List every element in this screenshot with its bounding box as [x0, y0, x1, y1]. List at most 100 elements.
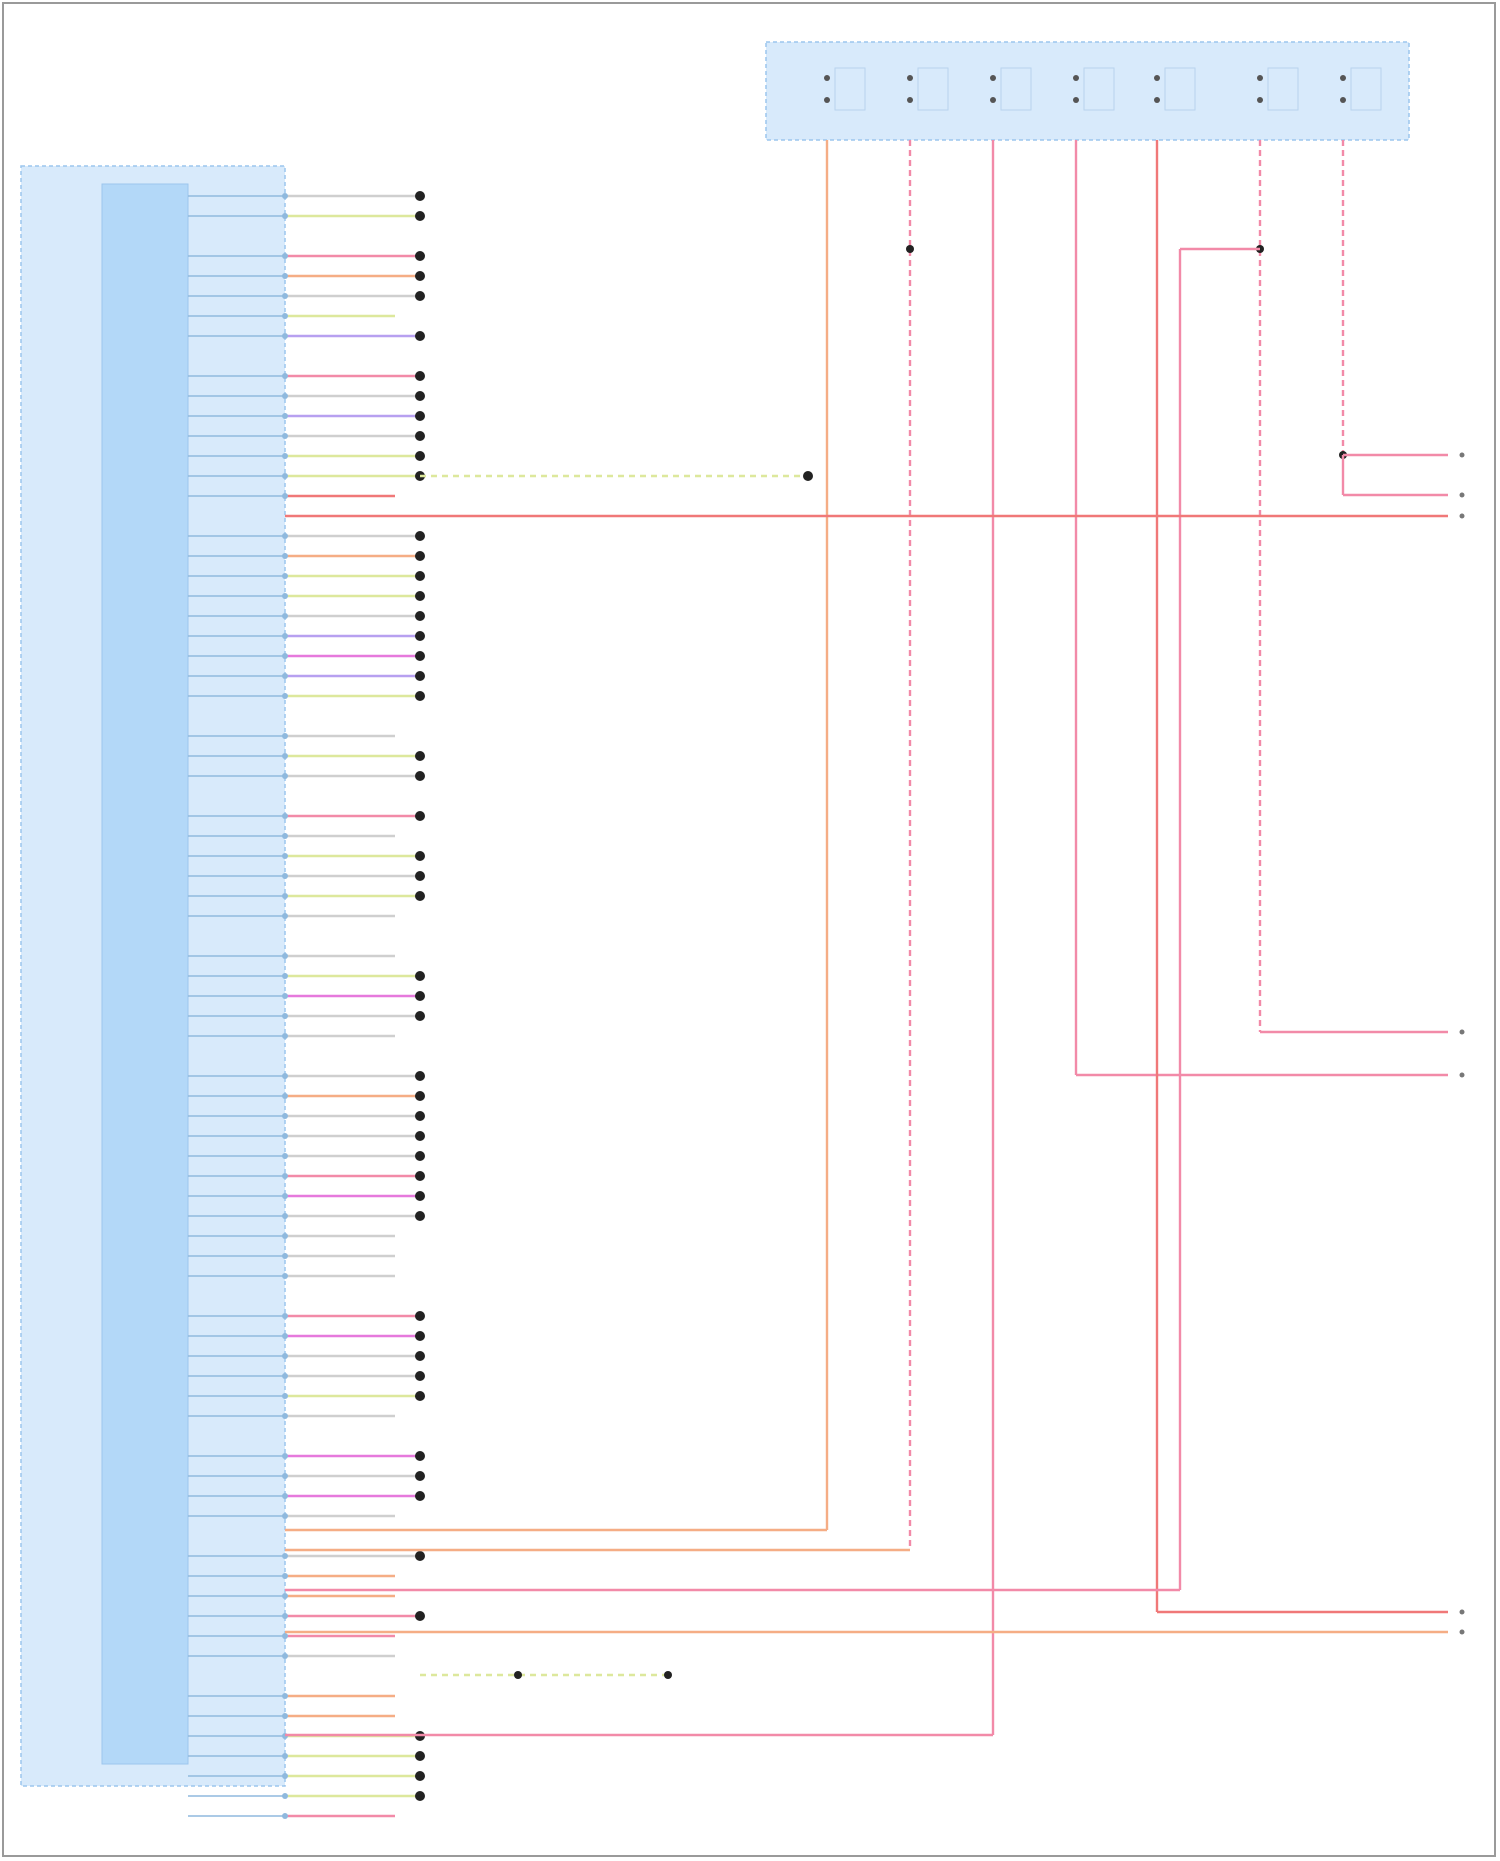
pin-terminal — [282, 1273, 288, 1279]
pin-terminal — [282, 1193, 288, 1199]
connector-dot — [415, 1791, 425, 1801]
fuse-label-box — [917, 67, 949, 111]
pin-terminal — [282, 1593, 288, 1599]
pin-terminal — [282, 1333, 288, 1339]
pin-terminal — [282, 873, 288, 879]
connector-dot — [415, 191, 425, 201]
pin-terminal — [282, 1153, 288, 1159]
pin-terminal — [282, 1473, 288, 1479]
pin-terminal — [282, 573, 288, 579]
connector-dot — [415, 591, 425, 601]
connector-dot — [415, 1191, 425, 1201]
connector-dot — [415, 871, 425, 881]
pin-terminal — [282, 673, 288, 679]
pin-terminal — [282, 553, 288, 559]
fuse-terminal — [1073, 75, 1079, 81]
pin-terminal — [282, 633, 288, 639]
connector-dot — [415, 1351, 425, 1361]
pin-terminal — [282, 1793, 288, 1799]
pin-terminal — [282, 953, 288, 959]
pin-terminal — [282, 973, 288, 979]
connector-dot — [415, 671, 425, 681]
connector-dot — [415, 291, 425, 301]
splice-dot — [514, 1671, 522, 1679]
right-terminal — [1459, 513, 1465, 519]
fuse-terminal — [1340, 97, 1346, 103]
connector-dot — [415, 531, 425, 541]
fuse-terminal — [1340, 75, 1346, 81]
fuse-terminal — [990, 97, 996, 103]
fuse-terminal — [1154, 97, 1160, 103]
pin-terminal — [282, 693, 288, 699]
connector-dot — [415, 551, 425, 561]
pin-terminal — [282, 1133, 288, 1139]
pin-terminal — [282, 413, 288, 419]
connector-dot — [415, 1451, 425, 1461]
pin-terminal — [282, 373, 288, 379]
pin-terminal — [282, 733, 288, 739]
pin-terminal — [282, 393, 288, 399]
pin-terminal — [282, 1173, 288, 1179]
connector-dot — [415, 1131, 425, 1141]
connector-dot — [415, 451, 425, 461]
fuse-label-box — [834, 67, 866, 111]
connector-dot — [415, 371, 425, 381]
pin-terminal — [282, 993, 288, 999]
connector-dot — [415, 971, 425, 981]
connector-dot — [415, 1471, 425, 1481]
pin-terminal — [282, 433, 288, 439]
pin-terminal — [282, 913, 288, 919]
fuse-label-box — [1267, 67, 1299, 111]
connector-dot — [415, 1551, 425, 1561]
pin-terminal — [282, 773, 288, 779]
right-terminal — [1459, 1072, 1465, 1078]
pin-terminal — [282, 1633, 288, 1639]
pin-terminal — [282, 1773, 288, 1779]
fuse-label-box — [1350, 67, 1382, 111]
connector-dot — [415, 1611, 425, 1621]
connector-dot — [415, 891, 425, 901]
pin-terminal — [282, 1233, 288, 1239]
connector-dot — [415, 1371, 425, 1381]
splice-dot — [906, 245, 914, 253]
fuse-terminal — [1257, 75, 1263, 81]
connector-dot — [415, 431, 425, 441]
right-terminal — [1459, 1029, 1465, 1035]
connector-dot — [415, 1751, 425, 1761]
fuse-terminal — [824, 75, 830, 81]
connector-dot — [415, 751, 425, 761]
pin-terminal — [282, 1453, 288, 1459]
connector-dot — [415, 611, 425, 621]
fuse-terminal — [1073, 97, 1079, 103]
pin-terminal — [282, 273, 288, 279]
pin-terminal — [282, 1013, 288, 1019]
connector-dot — [415, 1151, 425, 1161]
connector-dot — [415, 651, 425, 661]
connector-dot — [415, 1091, 425, 1101]
pin-terminal — [282, 1573, 288, 1579]
pin-terminal — [282, 213, 288, 219]
pin-terminal — [282, 1113, 288, 1119]
pin-terminal — [282, 1513, 288, 1519]
right-terminal — [1459, 452, 1465, 458]
right-terminal — [1459, 492, 1465, 498]
pin-terminal — [282, 1493, 288, 1499]
pin-terminal — [282, 1553, 288, 1559]
pin-terminal — [282, 1093, 288, 1099]
pin-terminal — [282, 1253, 288, 1259]
connector-dot — [415, 1311, 425, 1321]
pin-terminal — [282, 1813, 288, 1819]
connector-dot — [415, 1111, 425, 1121]
pin-terminal — [282, 653, 288, 659]
fuse-terminal — [1154, 75, 1160, 81]
connector-dot — [415, 1211, 425, 1221]
connector-dot — [415, 631, 425, 641]
splice-dot — [664, 1671, 672, 1679]
pin-terminal — [282, 1313, 288, 1319]
pin-terminal — [282, 1693, 288, 1699]
pin-terminal — [282, 1033, 288, 1039]
fuse-terminal — [990, 75, 996, 81]
pin-terminal — [282, 1613, 288, 1619]
connector-dot — [415, 1171, 425, 1181]
fuse-relay-box — [765, 41, 1410, 141]
